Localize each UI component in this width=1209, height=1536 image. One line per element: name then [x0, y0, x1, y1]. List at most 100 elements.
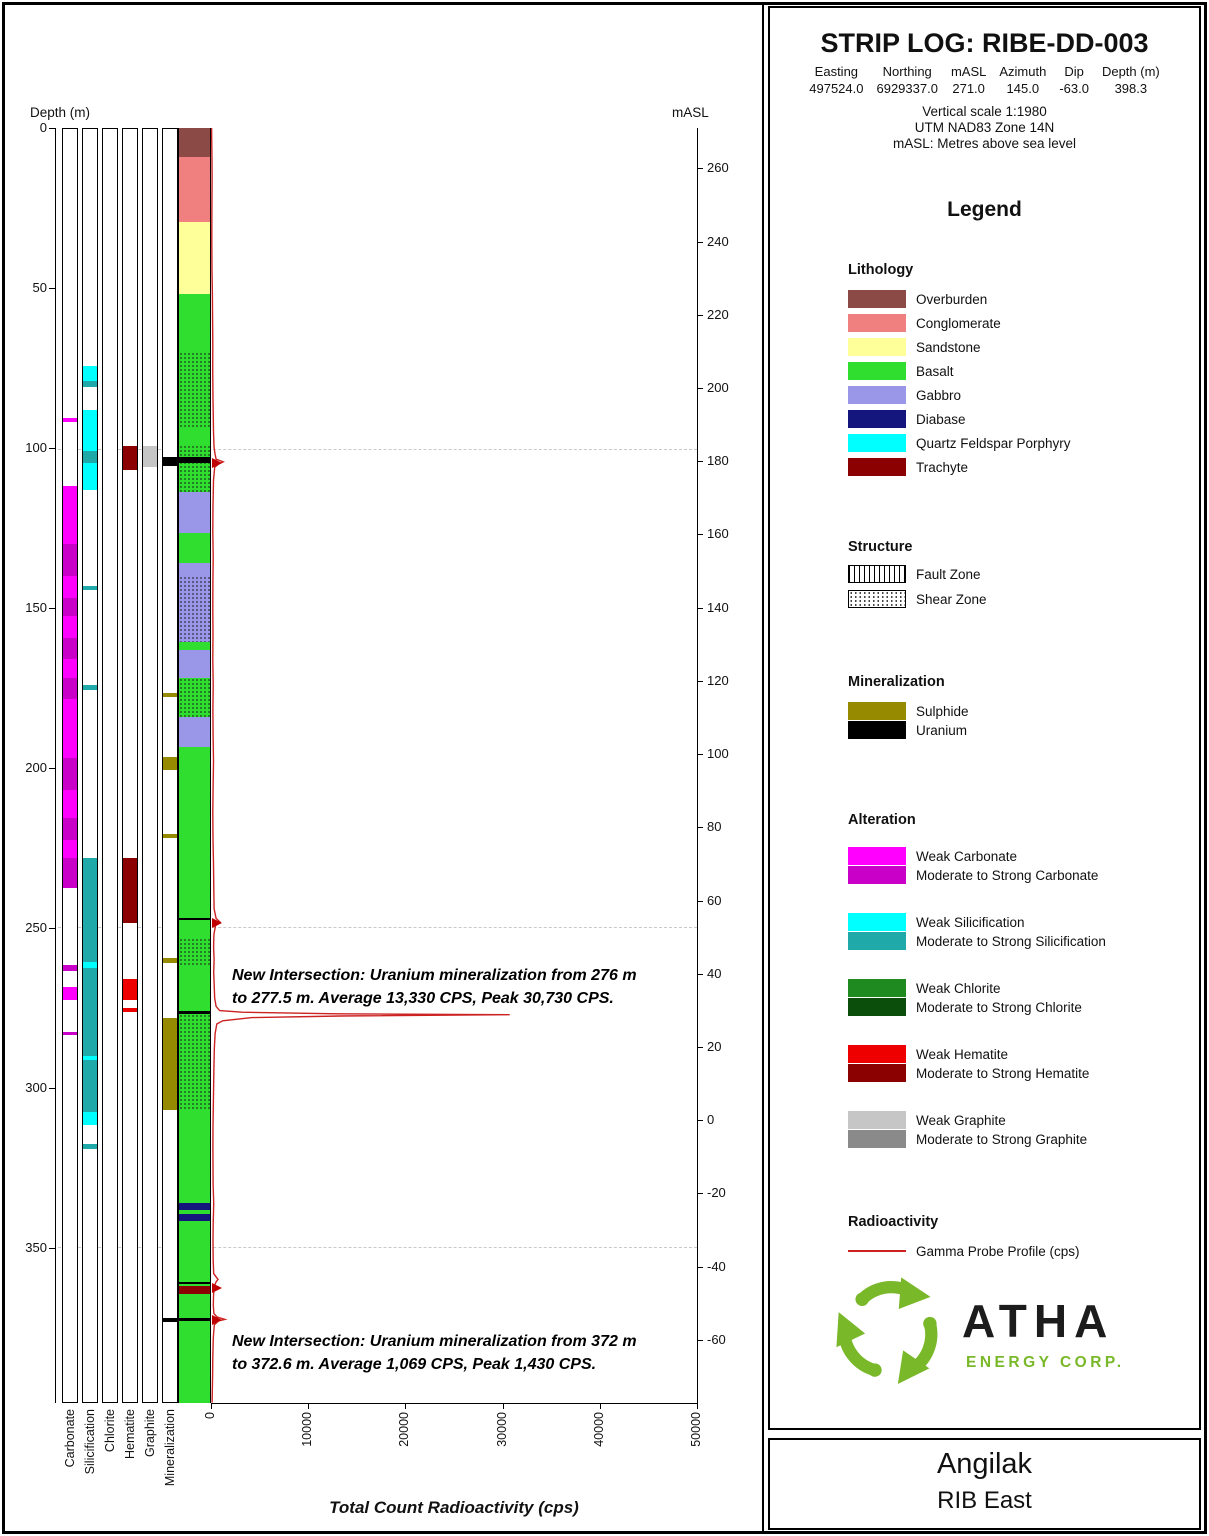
- masl-tick: [697, 754, 703, 756]
- lithology-interval: [179, 649, 210, 679]
- track-interval: [83, 1144, 97, 1149]
- depth-tick: [49, 608, 55, 609]
- depth-tick-label: 350: [25, 1240, 47, 1255]
- legend-label: Basalt: [916, 363, 954, 379]
- collar-value: 145.0: [1006, 81, 1040, 96]
- legend-row: Weak Silicification: [848, 913, 1106, 931]
- grid-line: [58, 448, 697, 450]
- alteration-group: Weak Hematite Moderate to Strong Hematite: [848, 1045, 1106, 1082]
- masl-tick: [697, 1120, 703, 1122]
- shear-zone-overlay: [179, 352, 210, 429]
- atha-logo-icon: [836, 1277, 938, 1385]
- track-interval: [123, 1008, 137, 1012]
- masl-tick: [697, 1193, 703, 1195]
- track-interval: [63, 598, 77, 616]
- contact-marker: [179, 918, 210, 921]
- structure-section-title: Structure: [848, 539, 913, 555]
- track-interval: [63, 616, 77, 639]
- lithology-interval: [179, 128, 210, 157]
- lithology-legend: Overburden Conglomerate Sandstone Basalt Gab…: [848, 290, 1071, 476]
- gamma-axis-line: [211, 1403, 697, 1404]
- legend-swatch: [848, 1064, 906, 1082]
- shear-zone-overlay: [179, 444, 210, 493]
- track-interval: [163, 692, 177, 697]
- masl-tick-label: 100: [707, 746, 729, 762]
- track-label-hematite: Hematite: [123, 1409, 137, 1460]
- track-interval: [63, 758, 77, 791]
- track-interval: [83, 451, 97, 464]
- collar-info-table: Easting 497524.0 Northing 6929337.0 mASL 271.…: [770, 64, 1199, 96]
- track-interval: [123, 979, 137, 1000]
- scale-notes: Vertical scale 1:1980 UTM NAD83 Zone 14N m…: [770, 104, 1199, 152]
- grid-line: [58, 927, 697, 928]
- track-label-chlorite: Chlorite: [103, 1409, 117, 1453]
- depth-tick-label: 50: [32, 280, 47, 295]
- legend-swatch-vlines: [848, 565, 906, 583]
- collar-value: -63.0: [1059, 81, 1089, 96]
- masl-axis-label: mASL: [672, 105, 709, 120]
- legend-label: Shear Zone: [916, 591, 987, 607]
- lithology-interval: [179, 1294, 210, 1403]
- scale-note: mASL: Metres above sea level: [892, 136, 1077, 151]
- track-interval: [63, 544, 77, 576]
- legend-swatch: [848, 338, 906, 356]
- gamma-tick-label: 20000: [397, 1412, 412, 1447]
- contact-marker: [179, 1317, 210, 1321]
- logo-subtitle: ENERGY CORP.: [966, 1354, 1125, 1371]
- intersection-annotation: New Intersection: Uranium mineralization…: [232, 964, 637, 1010]
- legend-label: Weak Carbonate: [916, 848, 1018, 864]
- track-interval: [163, 756, 177, 770]
- legend-row: Moderate to Strong Chlorite: [848, 998, 1106, 1016]
- track-interval: [63, 638, 77, 660]
- lithology-interval: [179, 641, 210, 650]
- legend-row: Sandstone: [848, 338, 1071, 356]
- track-interval: [63, 840, 77, 858]
- annotation-line: to 277.5 m. Average 13,330 CPS, Peak 30,…: [232, 989, 614, 1007]
- gamma-tick: [502, 1403, 504, 1409]
- gamma-tick-label: 10000: [300, 1412, 315, 1447]
- gamma-tick: [308, 1403, 310, 1409]
- masl-tick-label: 240: [707, 233, 729, 249]
- track-interval: [83, 961, 97, 968]
- legend-row: Overburden: [848, 290, 1071, 308]
- legend-swatch-dots: [848, 590, 906, 608]
- legend-row: Sulphide: [848, 702, 969, 720]
- alteration-group: Weak Graphite Moderate to Strong Graphite: [848, 1111, 1106, 1148]
- masl-tick-label: 200: [707, 379, 729, 395]
- masl-tick-label: 160: [707, 526, 729, 542]
- lithology-interval: [179, 156, 210, 223]
- masl-tick-label: 60: [707, 892, 722, 908]
- track-interval: [63, 659, 77, 679]
- masl-tick: [697, 314, 703, 316]
- legend-swatch: [848, 866, 906, 884]
- collar-column: Northing 6929337.0: [876, 64, 937, 96]
- lithology-interval: [179, 532, 210, 564]
- track-interval: [83, 585, 97, 591]
- lithology-interval: [179, 1209, 210, 1215]
- track-chlorite: [102, 128, 118, 1403]
- alteration-section-title: Alteration: [848, 812, 916, 828]
- legend-swatch: [848, 458, 906, 476]
- gamma-tick-label: 0: [203, 1412, 217, 1419]
- grid-line: [58, 1247, 697, 1248]
- masl-tick: [697, 827, 703, 829]
- shear-zone-overlay: [179, 1014, 210, 1111]
- depth-tick-label: 300: [25, 1080, 47, 1095]
- legend-label: Weak Hematite: [916, 1046, 1009, 1062]
- masl-tick: [697, 680, 703, 682]
- track-interval: [63, 790, 77, 818]
- masl-tick: [697, 387, 703, 389]
- legend-label: Moderate to Strong Silicification: [916, 933, 1106, 949]
- legend-label: Quartz Feldspar Porphyry: [916, 435, 1071, 451]
- legend-row: Gamma Probe Profile (cps): [848, 1242, 1080, 1260]
- masl-tick-label: 260: [707, 160, 729, 176]
- masl-tick-label: -20: [707, 1185, 726, 1201]
- depth-tick-label: 0: [39, 120, 47, 135]
- legend-row: Conglomerate: [848, 314, 1071, 332]
- intersection-arrow-icon: [212, 458, 222, 469]
- legend-swatch: [848, 290, 906, 308]
- track-interval: [163, 833, 177, 838]
- track-interval: [83, 463, 97, 490]
- masl-tick-label: 20: [707, 1038, 722, 1054]
- legend-label: Conglomerate: [916, 315, 1001, 331]
